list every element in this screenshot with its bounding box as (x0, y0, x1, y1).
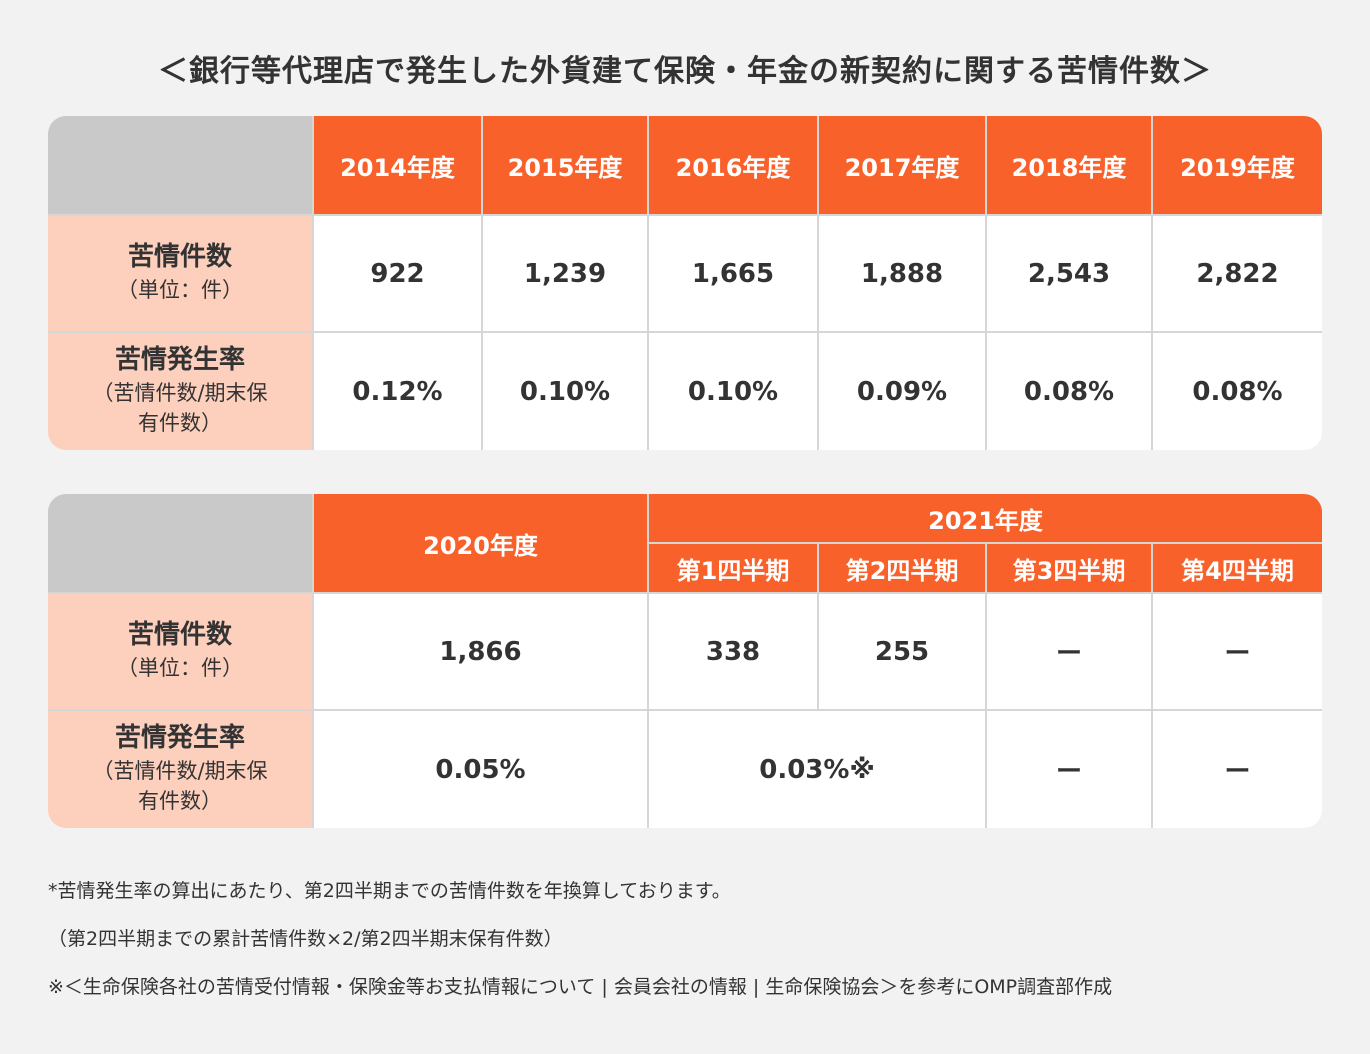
quarter-header: 第4四半期 (1153, 544, 1323, 594)
table-cell: 2,822 (1153, 216, 1322, 333)
footnote: *苦情発生率の算出にあたり、第2四半期までの苦情件数を年換算しております。 (48, 880, 731, 902)
table-cell: 0.05% (314, 711, 649, 828)
row-label-sub: （苦情件数/期末保 (92, 380, 268, 405)
row-label-complaint-count: 苦情件数 （単位：件） (48, 216, 314, 333)
table-cell: 0.03%※ (649, 711, 987, 828)
table-cell: 0.08% (987, 333, 1153, 450)
table-cell: 0.12% (314, 333, 483, 450)
table-cell: 2,543 (987, 216, 1153, 333)
table-cell: 255 (819, 594, 987, 711)
table-cell: 1,888 (819, 216, 987, 333)
row-label-main: 苦情発生率 (114, 723, 245, 754)
table-cell: 338 (649, 594, 819, 711)
quarter-header: 第3四半期 (987, 544, 1153, 594)
year-header: 2021年度 (649, 494, 1323, 544)
page-title: ＜銀行等代理店で発生した外貨建て保険・年金の新契約に関する苦情件数＞ (158, 54, 1212, 89)
table-cell: ー (1153, 594, 1323, 711)
table-cell: 0.08% (1153, 333, 1322, 450)
table-cell: 922 (314, 216, 483, 333)
footnote: ※＜生命保険各社の苦情受付情報・保険金等お支払情報について | 会員会社の情報 … (48, 976, 1113, 998)
row-label-complaint-count: 苦情件数 （単位：件） (48, 594, 314, 711)
table-cell: 0.10% (483, 333, 649, 450)
table-cell: 0.09% (819, 333, 987, 450)
table-corner (48, 494, 314, 594)
table-cell: 0.10% (649, 333, 819, 450)
row-label-complaint-rate: 苦情発生率 （苦情件数/期末保 有件数） (48, 333, 314, 450)
year-header: 2016年度 (649, 116, 819, 216)
row-label-sub: （苦情件数/期末保 (92, 758, 268, 783)
row-label-sub: （単位：件） (117, 278, 243, 303)
year-header: 2015年度 (483, 116, 649, 216)
footnote: （第2四半期までの累計苦情件数×2/第2四半期末保有件数） (48, 928, 563, 950)
quarter-header: 第2四半期 (819, 544, 987, 594)
table-cell: ー (1153, 711, 1323, 828)
complaints-table-2020-2021: 2020年度 2021年度 第1四半期 第2四半期 第3四半期 第4四半期 苦情… (48, 494, 1323, 828)
row-label-sub: 有件数） (138, 789, 222, 814)
year-header: 2018年度 (987, 116, 1153, 216)
year-header: 2020年度 (314, 494, 649, 594)
row-label-main: 苦情件数 (127, 242, 232, 273)
quarter-header: 第1四半期 (649, 544, 819, 594)
table-cell: 1,665 (649, 216, 819, 333)
table-cell: 1,866 (314, 594, 649, 711)
table-cell: ー (987, 711, 1153, 828)
row-label-complaint-rate: 苦情発生率 （苦情件数/期末保 有件数） (48, 711, 314, 828)
year-header: 2019年度 (1153, 116, 1322, 216)
row-label-sub: 有件数） (138, 411, 222, 436)
row-label-main: 苦情件数 (127, 620, 232, 651)
year-header: 2014年度 (314, 116, 483, 216)
row-label-main: 苦情発生率 (114, 345, 245, 376)
row-label-sub: （単位：件） (117, 656, 243, 681)
table-corner (48, 116, 314, 216)
table-cell: 1,239 (483, 216, 649, 333)
year-header: 2017年度 (819, 116, 987, 216)
table-cell: ー (987, 594, 1153, 711)
complaints-table-2014-2019: 2014年度 2015年度 2016年度 2017年度 2018年度 2019年… (48, 116, 1322, 450)
